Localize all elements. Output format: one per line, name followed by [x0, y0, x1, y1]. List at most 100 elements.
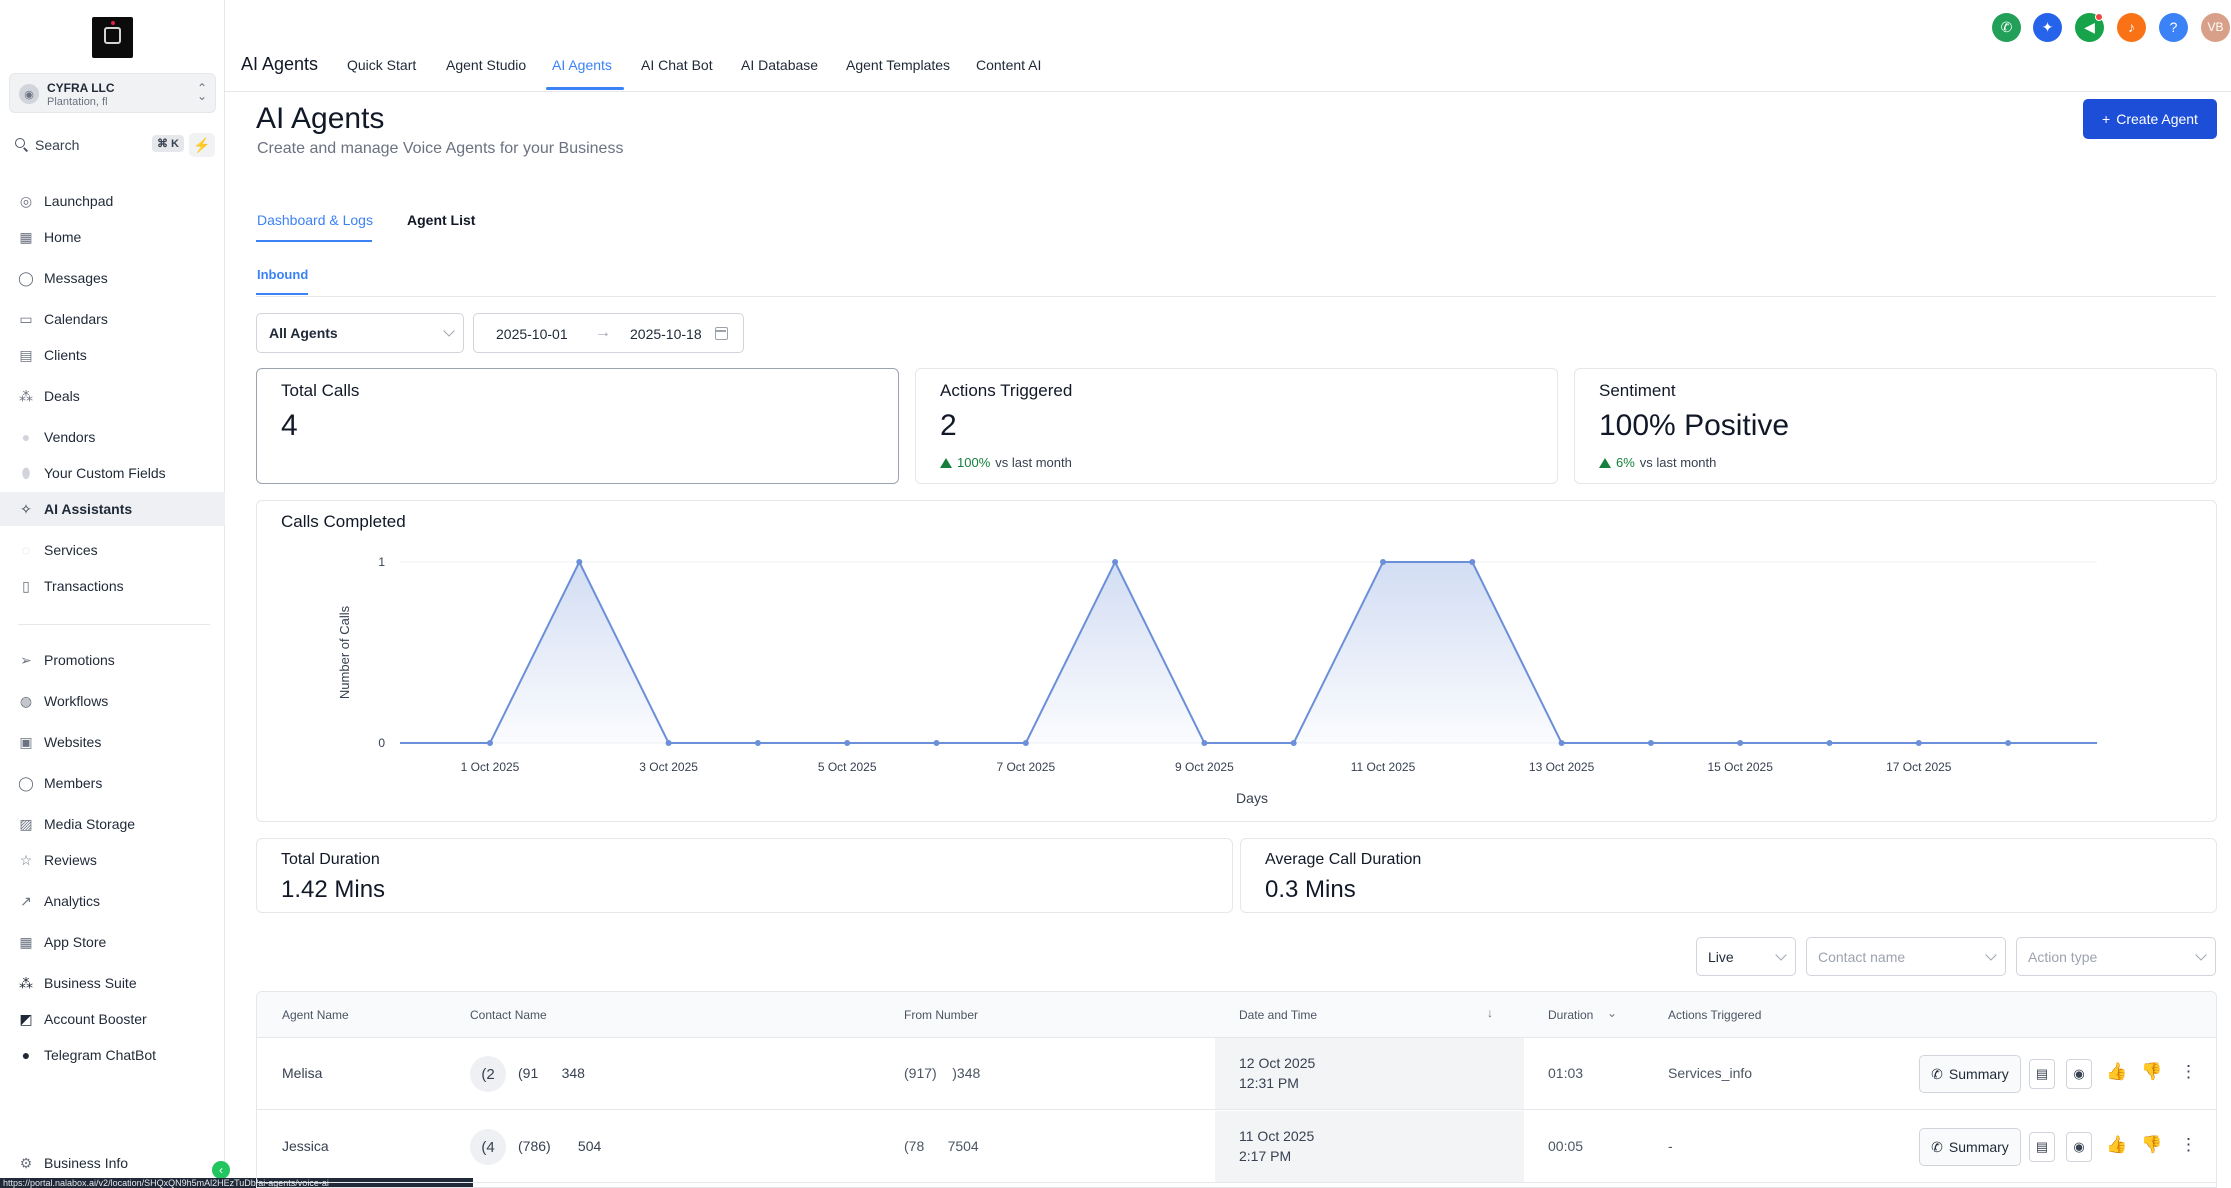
sidebar-item-calendars[interactable]: ▭ Calendars — [0, 302, 225, 336]
sidebar-search[interactable]: Search ⌘ K — [9, 131, 184, 158]
data-point — [1737, 740, 1744, 746]
sort-icon[interactable]: ⌄ — [1607, 1006, 1618, 1020]
tab-content-ai[interactable]: Content AI — [976, 57, 1042, 73]
tab-ai-agents[interactable]: AI Agents — [552, 57, 612, 73]
trend-percent: 6% — [1616, 455, 1635, 470]
thumbs-up-icon[interactable]: 👍 — [2106, 1135, 2128, 1154]
thumbs-down-icon[interactable]: 👎 — [2141, 1135, 2163, 1154]
sidebar-item-vendors[interactable]: ● Vendors — [0, 420, 225, 454]
launchpad-icon: ◎ — [19, 193, 33, 209]
company-logo[interactable] — [92, 17, 133, 58]
user-avatar[interactable]: VB — [2201, 13, 2230, 42]
x-tick-label: 13 Oct 2025 — [1529, 760, 1595, 774]
summary-button[interactable]: ✆ Summary — [1919, 1055, 2021, 1093]
header-actions-triggered[interactable]: Actions Triggered — [1668, 1008, 1762, 1022]
sidebar-item-transactions[interactable]: ▯ Transactions — [0, 569, 225, 603]
trend: 6% vs last month — [1599, 455, 1716, 470]
x-tick-label: 15 Oct 2025 — [1708, 760, 1774, 774]
reviews-icon: ☆ — [19, 852, 33, 868]
thumbs-up-icon[interactable]: 👍 — [2106, 1062, 2128, 1081]
agent-filter-select[interactable]: All Agents — [256, 313, 464, 353]
date-range-picker[interactable]: 2025-10-01 → 2025-10-18 — [473, 313, 744, 353]
tab-ai-chat-bot[interactable]: AI Chat Bot — [641, 57, 713, 73]
sidebar-item-workflows[interactable]: ◍ Workflows — [0, 684, 225, 718]
chevron-down-icon — [1985, 949, 1997, 961]
header-contact-name[interactable]: Contact Name — [470, 1008, 547, 1022]
sidebar-item-clients[interactable]: ▤ Clients — [0, 338, 225, 372]
x-tick-label: 1 Oct 2025 — [461, 760, 520, 774]
sidebar-item-custom-fields[interactable]: ⬮ Your Custom Fields — [0, 456, 225, 490]
sort-desc-icon[interactable]: ↓ — [1487, 1006, 1493, 1020]
business-suite-icon: ⁂ — [19, 975, 33, 991]
sidebar-item-websites[interactable]: ▣ Websites — [0, 725, 225, 759]
sidebar-item-business-info[interactable]: ⚙ Business Info — [0, 1146, 225, 1180]
agent-name: Melisa — [282, 1065, 323, 1081]
actions-triggered-card[interactable]: Actions Triggered 2 100% vs last month — [915, 368, 1558, 484]
deals-icon: ⁂ — [19, 388, 33, 404]
recording-icon[interactable]: ◉ — [2066, 1059, 2092, 1089]
page-title: AI Agents — [256, 102, 385, 135]
phone-icon[interactable]: ✆ — [1992, 13, 2021, 42]
sidebar-item-media-storage[interactable]: ▨ Media Storage — [0, 807, 225, 841]
tab-dashboard-logs[interactable]: Dashboard & Logs — [257, 212, 373, 228]
x-tick-label: 7 Oct 2025 — [996, 760, 1055, 774]
sentiment-card[interactable]: Sentiment 100% Positive 6% vs last month — [1574, 368, 2217, 484]
page-subtitle: Create and manage Voice Agents for your … — [257, 140, 624, 157]
tab-quick-start[interactable]: Quick Start — [347, 57, 417, 73]
more-options-icon[interactable]: ⋮ — [2180, 1062, 2197, 1081]
sidebar-item-home[interactable]: ▦ Home — [0, 220, 225, 254]
sidebar-item-telegram-chatbot[interactable]: ● Telegram ChatBot — [0, 1038, 225, 1072]
from-number: (917) )348 — [904, 1065, 981, 1081]
sidebar-item-account-booster[interactable]: ◩ Account Booster — [0, 1002, 225, 1036]
header-from-number[interactable]: From Number — [904, 1008, 979, 1022]
sidebar-item-promotions[interactable]: ➢ Promotions — [0, 643, 225, 677]
account-switcher[interactable]: ◉ CYFRA LLC Plantation, fl ⌃ ⌄ — [9, 73, 216, 113]
transcript-icon[interactable]: ▤ — [2029, 1059, 2055, 1089]
bot-icon[interactable]: ✦ — [2033, 13, 2062, 42]
recording-icon[interactable]: ◉ — [2066, 1132, 2092, 1162]
custom-fields-icon: ⬮ — [21, 465, 31, 481]
tab-agent-studio[interactable]: Agent Studio — [446, 57, 527, 73]
tab-ai-database[interactable]: AI Database — [741, 57, 819, 73]
active-tab-indicator — [546, 87, 624, 90]
more-options-icon[interactable]: ⋮ — [2180, 1135, 2197, 1154]
transcript-icon[interactable]: ▤ — [2029, 1132, 2055, 1162]
sidebar-item-analytics[interactable]: ↗ Analytics — [0, 884, 225, 918]
megaphone-icon[interactable]: ◀ — [2075, 13, 2104, 42]
sidebar-item-deals[interactable]: ⁂ Deals — [0, 379, 225, 413]
sidebar-item-business-suite[interactable]: ⁂ Business Suite — [0, 966, 225, 1000]
tab-inbound[interactable]: Inbound — [257, 267, 309, 282]
sidebar-item-members[interactable]: ◯ Members — [0, 766, 225, 800]
create-agent-button[interactable]: + Create Agent — [2083, 99, 2217, 139]
table-row[interactable]: Jessica (4 (786) 504 (78 7504 11 Oct 202… — [257, 1111, 2216, 1183]
sidebar-item-services[interactable]: ◌ Services — [0, 533, 225, 567]
sidebar-item-ai-assistants[interactable]: ✧ AI Assistants — [0, 492, 225, 526]
help-icon[interactable]: ? — [2159, 13, 2188, 42]
quick-action-bolt-icon[interactable]: ⚡ — [189, 133, 215, 157]
header-date-time[interactable]: Date and Time — [1239, 1008, 1318, 1022]
summary-button[interactable]: ✆ Summary — [1919, 1128, 2021, 1166]
header-duration[interactable]: Duration — [1548, 1008, 1594, 1022]
tab-agent-list[interactable]: Agent List — [407, 212, 476, 228]
section-title: AI Agents — [241, 54, 319, 74]
table-row[interactable]: Melisa (2 (91 348 (917) )348 12 Oct 2025… — [257, 1038, 2216, 1110]
home-icon: ▦ — [19, 229, 33, 245]
header-agent-name[interactable]: Agent Name — [282, 1008, 349, 1022]
data-point — [933, 740, 940, 746]
sidebar-item-label: Vendors — [44, 429, 96, 445]
sidebar-item-messages[interactable]: ◯ Messages — [0, 261, 225, 295]
sidebar-collapse-button[interactable]: ‹ — [212, 1161, 230, 1179]
sidebar-item-reviews[interactable]: ☆ Reviews — [0, 843, 225, 877]
contact-name-filter[interactable]: Contact name — [1806, 937, 2006, 976]
total-calls-card[interactable]: Total Calls 4 — [256, 368, 899, 484]
tab-agent-templates[interactable]: Agent Templates — [846, 57, 951, 73]
chevron-down-icon — [1775, 949, 1787, 961]
sidebar-item-launchpad[interactable]: ◎ Launchpad — [0, 184, 225, 218]
sidebar-item-app-store[interactable]: ▦ App Store — [0, 925, 225, 959]
contact-avatar: (2 — [470, 1056, 506, 1092]
thumbs-down-icon[interactable]: 👎 — [2141, 1062, 2163, 1081]
live-mode-select[interactable]: Live — [1696, 937, 1796, 976]
bell-icon[interactable]: ♪ — [2117, 13, 2146, 42]
action-type-filter[interactable]: Action type — [2016, 937, 2216, 976]
x-tick-label: 11 Oct 2025 — [1351, 760, 1416, 774]
